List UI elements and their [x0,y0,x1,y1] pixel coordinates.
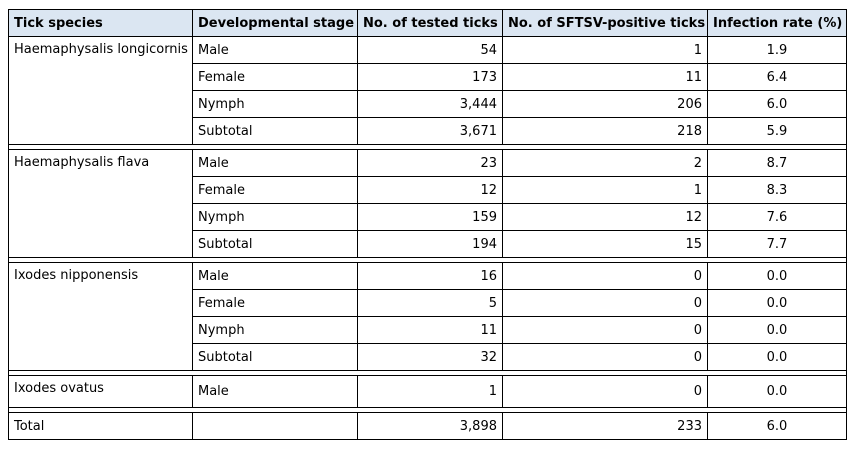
cell: Male [192,262,358,290]
column-header: No. of tested ticks [357,9,503,37]
table-wrapper: Tick species Developmental stage No. of te… [8,9,847,440]
cell: 1 [502,176,708,204]
cell: 5.9 [707,117,847,145]
data-row: Female 5 0 0.0 [9,289,847,317]
data-row: Female 173 11 6.4 [9,63,847,91]
cell: 6.4 [707,63,847,91]
data-row: Haemaphysalis longicornis Male 54 1 1.9 [8,36,847,145]
cell: 1 [357,375,503,408]
cell: 233 [502,412,708,440]
cell: 23 [357,149,503,177]
cell: Subtotal [192,230,358,258]
cell: 3,444 [357,90,503,118]
cell: Subtotal [192,117,358,145]
cell: Male [192,36,358,64]
species-cell: Ixodes nipponensis [8,262,193,371]
data-row: Subtotal 194 15 7.7 [9,230,847,258]
cell: 8.7 [707,149,847,177]
data-row: Subtotal 3,671 218 5.9 [9,117,847,145]
cell: 159 [357,203,503,231]
cell: 206 [502,90,708,118]
column-header: Developmental stage [192,9,358,37]
total-row: Total 3,898 233 6.0 [8,412,847,440]
cell: 0.0 [707,289,847,317]
data-row: Ixodes ovatus Male 1 0 0.0 [8,375,847,408]
cell: 11 [357,316,503,344]
cell: 7.7 [707,230,847,258]
cell: 2 [502,149,708,177]
header-row: Tick species Developmental stage No. of te… [8,9,847,37]
cell: Nymph [192,316,358,344]
cell: 0.0 [707,262,847,290]
cell: 0 [502,375,708,408]
cell: 1.9 [707,36,847,64]
cell: 32 [357,343,503,371]
column-header: Tick species [8,9,193,37]
species-cell: Ixodes ovatus [8,375,193,408]
cell: Nymph [192,90,358,118]
cell: 0 [502,262,708,290]
cell: 16 [357,262,503,290]
total-label: Total [8,412,193,440]
data-row: Nymph 3,444 206 6.0 [9,90,847,118]
cell: 6.0 [707,412,847,440]
cell: Female [192,176,358,204]
cell: 15 [502,230,708,258]
cell: Female [192,289,358,317]
cell: 12 [502,203,708,231]
data-row: Nymph 11 0 0.0 [9,316,847,344]
cell: 194 [357,230,503,258]
cell: 54 [357,36,503,64]
cell: 0 [502,316,708,344]
cell: Nymph [192,203,358,231]
cell: 5 [357,289,503,317]
column-header: No. of SFTSV-positive ticks [502,9,708,37]
column-header: Infection rate (%) [707,9,847,37]
cell: 0.0 [707,343,847,371]
species-cell: Haemaphysalis flava [8,149,193,258]
cell: 11 [502,63,708,91]
cell: Female [192,63,358,91]
species-cell: Haemaphysalis longicornis [8,36,193,145]
cell [192,412,358,440]
cell: 0.0 [707,316,847,344]
cell: Subtotal [192,343,358,371]
cell: 3,671 [357,117,503,145]
cell: 0 [502,343,708,371]
data-row: Haemaphysalis flava Male 23 2 8.7 [8,149,847,258]
cell: Male [192,149,358,177]
cell: 218 [502,117,708,145]
cell: 173 [357,63,503,91]
data-row: Subtotal 32 0 0.0 [9,343,847,371]
cell: 3,898 [357,412,503,440]
cell: 6.0 [707,90,847,118]
cell: Male [192,375,358,408]
cell: 7.6 [707,203,847,231]
data-table: Tick species Developmental stage No. of te… [8,9,847,440]
cell: 0 [502,289,708,317]
cell: 0.0 [707,375,847,408]
cell: 8.3 [707,176,847,204]
cell: 12 [357,176,503,204]
cell: 1 [502,36,708,64]
data-row: Ixodes nipponensis Male 16 0 0.0 [8,262,847,371]
